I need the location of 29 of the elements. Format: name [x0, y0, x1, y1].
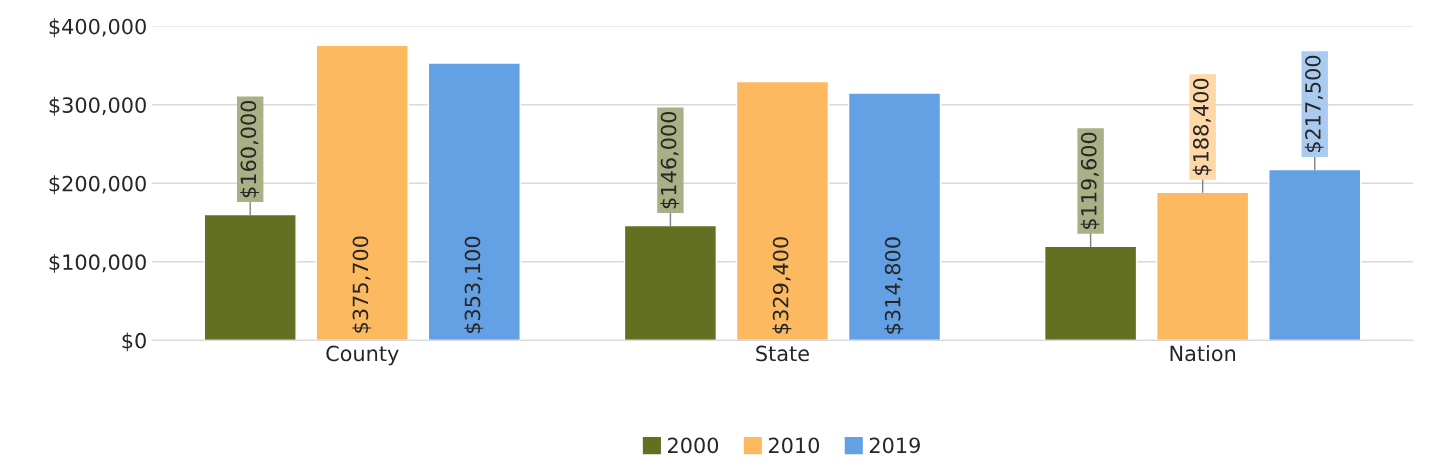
- bar: [427, 62, 521, 341]
- x-tick-label: County: [326, 345, 399, 366]
- y-tick-label: $0: [122, 332, 146, 352]
- data-label: $329,400: [772, 237, 792, 334]
- bar: [315, 44, 409, 341]
- x-tick-label: Nation: [1170, 345, 1236, 362]
- y-tick-label: $200,000: [49, 175, 146, 195]
- data-label: $217,500: [1304, 55, 1324, 153]
- data-label: $160,000: [240, 100, 260, 198]
- bar: [1156, 191, 1250, 341]
- legend-label: 2019: [869, 437, 920, 454]
- data-label: $314,800: [884, 237, 904, 334]
- data-label: $146,000: [660, 111, 680, 209]
- bar: [623, 224, 718, 341]
- data-label: $353,100: [464, 236, 484, 334]
- bar: [203, 213, 297, 341]
- data-label: $375,700: [352, 236, 372, 333]
- data-label: $119,600: [1080, 132, 1100, 229]
- bar: [1268, 168, 1362, 341]
- y-tick-label: $100,000: [49, 253, 146, 273]
- y-tick-label: $300,000: [49, 96, 146, 116]
- x-tick-label: State: [756, 345, 809, 362]
- y-tick-label: $400,000: [49, 18, 146, 38]
- legend-label: 2010: [768, 437, 820, 454]
- bar: [847, 92, 942, 341]
- bar: [735, 80, 830, 341]
- data-label: $188,400: [1192, 78, 1212, 175]
- legend-label: 2000: [668, 437, 719, 454]
- bar: [1043, 245, 1138, 341]
